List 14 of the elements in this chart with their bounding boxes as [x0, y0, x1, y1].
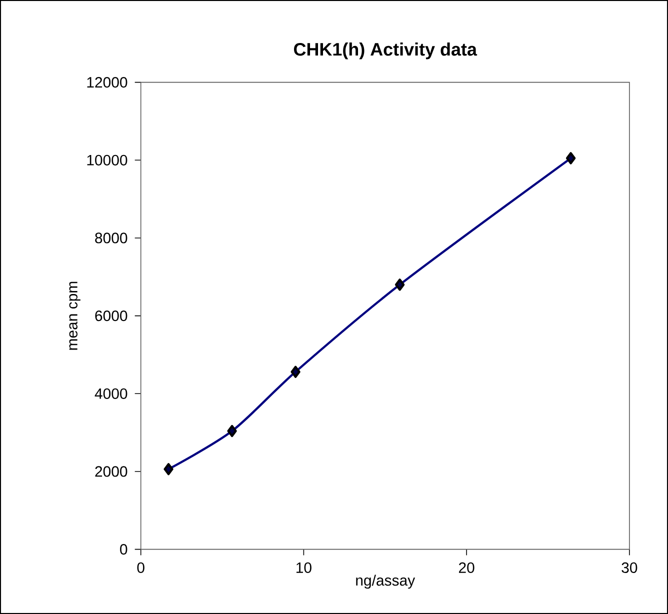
- y-tick-label: 12000: [87, 77, 128, 88]
- x-axis-title: ng/assay: [356, 574, 416, 589]
- chart-title: CHK1(h) Activity data: [294, 42, 478, 60]
- y-tick-label: 0: [120, 544, 128, 555]
- y-tick-label: 2000: [95, 466, 128, 477]
- x-tick-label: 0: [137, 562, 144, 573]
- y-axis-title: mean cpm: [69, 282, 80, 350]
- y-tick-label: 6000: [95, 310, 128, 322]
- y-tick-label: 10000: [87, 154, 128, 166]
- x-tick-label: 10: [296, 562, 312, 573]
- x-tick-label: 30: [622, 562, 638, 573]
- y-tick-label: 8000: [95, 232, 128, 244]
- y-tick-label: 4000: [94, 388, 128, 399]
- x-tick-label: 20: [458, 562, 474, 573]
